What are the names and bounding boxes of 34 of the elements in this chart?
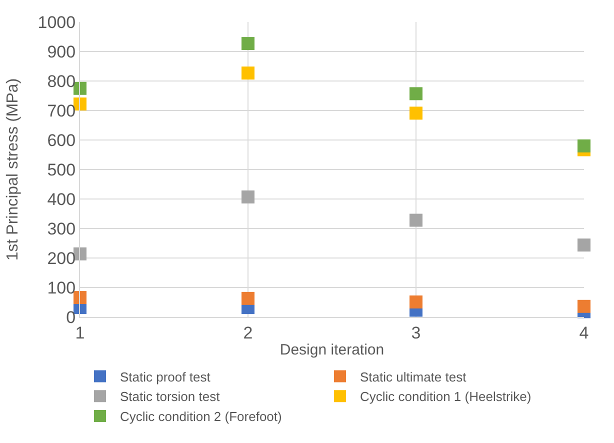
legend-label: Cyclic condition 1 (Heelstrike) (360, 389, 532, 404)
y-tick-label: 700 (47, 101, 76, 120)
point (578, 139, 590, 152)
x-tick-label: 3 (411, 323, 421, 342)
x-tick-label: 2 (243, 323, 253, 342)
x-tick-label: 4 (579, 323, 589, 342)
point (242, 190, 254, 204)
point (410, 106, 422, 120)
point (578, 300, 590, 313)
point (410, 214, 422, 227)
point (242, 292, 254, 305)
y-tick-label: 300 (47, 219, 76, 238)
y-tick-label: 1000 (38, 12, 76, 32)
y-axis-title: 1st Principal stress (MPa) (4, 78, 22, 261)
point (410, 295, 422, 308)
point (242, 66, 254, 80)
legend-label: Static proof test (120, 369, 211, 384)
y-tick-label: 500 (47, 160, 76, 180)
y-tick-label: 600 (47, 130, 76, 150)
point (74, 291, 86, 304)
y-tick-label: 100 (47, 278, 76, 298)
y-tick-label: 400 (47, 190, 76, 209)
x-axis-title: Design iteration (280, 341, 384, 358)
y-tick-label: 800 (47, 72, 76, 91)
legend-label: Static torsion test (120, 389, 220, 404)
y-tick-label: 900 (47, 42, 76, 62)
y-tick-label: 0 (66, 308, 76, 327)
point (242, 37, 254, 50)
legend-label: Static ultimate test (360, 369, 467, 384)
legend-label: Cyclic condition 2 (Forefoot) (120, 409, 282, 424)
x-tick-label: 1 (75, 323, 85, 342)
point (410, 87, 422, 100)
y-tick-label: 200 (47, 248, 76, 268)
point (578, 238, 590, 252)
